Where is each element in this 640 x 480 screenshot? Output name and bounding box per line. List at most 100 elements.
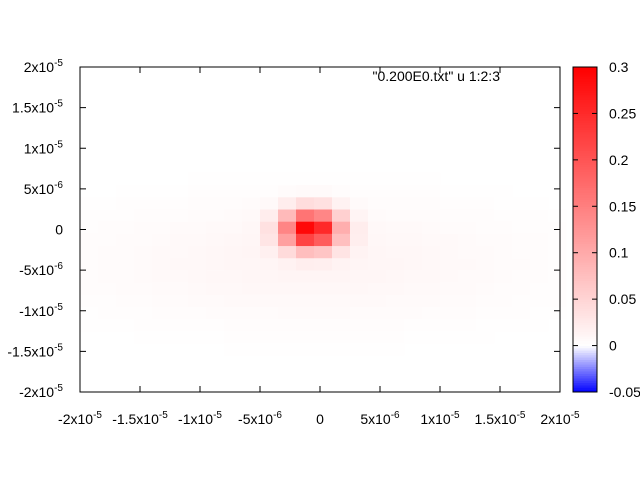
colorbar-band [573,164,597,168]
heatmap-cell [368,172,387,186]
x-tick-label: -2x10-5 [58,410,102,427]
heatmap-cell [368,257,387,271]
heatmap-cell [476,270,495,283]
heatmap-cell [152,209,171,222]
colorbar-band [573,303,597,307]
heatmap-cell [98,270,117,283]
heatmap-cell [260,233,279,247]
colorbar-band [573,141,597,145]
heatmap-cell [260,318,279,332]
heatmap-cell [350,306,369,320]
colorbar-band [573,382,597,386]
heatmap-cell [332,172,351,186]
heatmap-cell [152,233,171,247]
heatmap-cell [422,331,441,344]
colorbar-band [573,354,597,358]
colorbar-band [573,294,597,298]
colorbar-band [573,380,597,384]
heatmap-cell [170,257,189,271]
heatmap-cell [278,184,297,198]
heatmap-cell [440,331,459,344]
heatmap-cell [386,184,405,198]
y-tick-label: -1.5x10-5 [7,342,63,359]
heatmap-cell [332,318,351,332]
heatmap-cell [188,318,207,332]
heatmap-cell [350,233,369,247]
heatmap-cell [170,197,189,210]
heatmap-cell [368,270,387,283]
heatmap-cell [224,184,243,198]
colorbar-tick-label: 0.3 [609,59,629,75]
heatmap-cell [296,318,315,332]
x-tick-label: 1x10-5 [420,410,460,427]
heatmap-cell [134,209,153,222]
heatmap-cell [134,184,153,198]
heatmap-cell [332,306,351,320]
heatmap-cell [368,245,387,259]
x-tick-label: 2x10-5 [540,410,580,427]
heatmap-cell [476,245,495,259]
colorbar-band [573,222,597,226]
heatmap-cell [440,257,459,271]
colorbar-band [573,275,597,279]
colorbar-band [573,338,597,342]
heatmap-cell [260,245,279,259]
heatmap-cell [134,257,153,271]
colorbar-band [573,108,597,112]
heatmap-cell [98,245,117,259]
heatmap-cell [80,318,99,332]
colorbar-band [573,387,597,391]
heatmap-cell [332,270,351,283]
colorbar-band [573,166,597,170]
x-tick-label: -5x10-6 [238,410,282,427]
heatmap-cell [314,270,333,283]
heatmap-cell [224,245,243,259]
colorbar-band [573,208,597,212]
heatmap-cell [386,343,405,356]
heatmap-cell [134,294,153,307]
colorbar-band [573,345,597,349]
heatmap-cell [494,221,513,234]
heatmap-cell [440,233,459,247]
heatmap-cell [350,343,369,356]
heatmap-cell [386,306,405,320]
colorbar-band [573,333,597,337]
heatmap-cell [422,318,441,332]
heatmap-cell [152,245,171,259]
heatmap-cell [458,270,477,283]
heatmap-cell [224,221,243,234]
heatmap-cell [260,331,279,344]
colorbar-band [573,178,597,182]
colorbar-band [573,73,597,77]
heatmap-cell [206,282,225,295]
heatmap-cell [458,209,477,222]
heatmap-cell [152,282,171,295]
colorbar-band [573,127,597,131]
colorbar-band [573,238,597,242]
heatmap-cell [386,282,405,295]
heatmap-cell [224,270,243,283]
colorbar-band [573,324,597,328]
colorbar-band [573,67,597,70]
heatmap-cell [494,270,513,283]
heatmap-cell [80,294,99,307]
colorbar-band [573,320,597,323]
heatmap-cell [512,245,531,259]
heatmap-cell [278,270,297,283]
colorbar-band [573,106,597,110]
heatmap-cell [494,257,513,271]
x-tick-label: -1.5x10-5 [112,410,168,427]
heatmap-cell [350,270,369,283]
heatmap-cell [206,221,225,234]
heatmap-cell [548,270,567,283]
heatmap-cell [404,306,423,320]
x-tick-label: 1.5x10-5 [475,410,526,427]
heatmap-cell [422,184,441,198]
heatmap-cell [458,294,477,307]
heatmap-cell [134,282,153,295]
colorbar-band [573,199,597,203]
heatmap-cell [332,343,351,356]
heatmap-cell [368,318,387,332]
heatmap-cell [494,209,513,222]
heatmap-cell [530,197,549,210]
